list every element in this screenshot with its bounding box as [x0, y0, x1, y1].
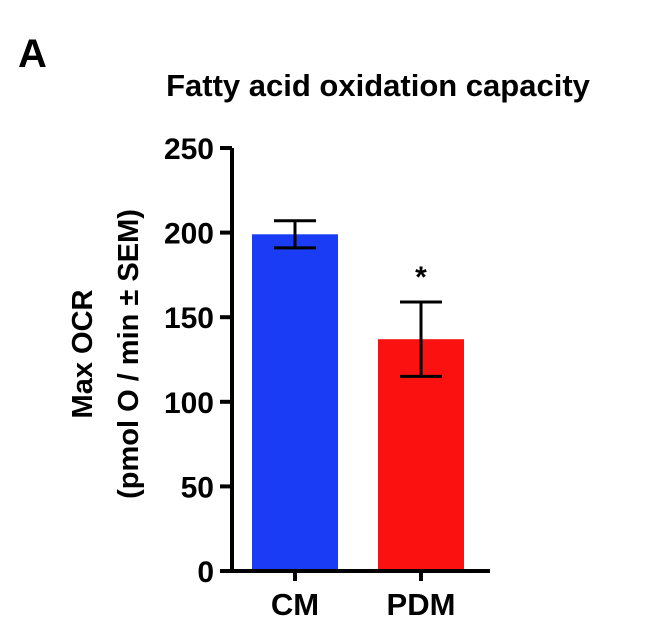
- y-tick-label: 0: [197, 556, 214, 589]
- y-tick-label: 200: [164, 218, 214, 251]
- y-tick-label: 150: [164, 302, 214, 335]
- chart-title: Fatty acid oxidation capacity: [166, 68, 591, 103]
- y-tick-label: 50: [181, 471, 214, 504]
- bar-cm: [252, 234, 338, 572]
- y-axis-label-line1: Max OCR: [67, 289, 99, 418]
- x-tick-label: CM: [271, 587, 319, 622]
- bars: *: [252, 219, 464, 572]
- y-tick-label: 100: [164, 387, 214, 420]
- x-tick-label: PDM: [387, 587, 456, 622]
- y-axis-label: Max OCR (pmol O / min ± SEM): [67, 209, 145, 499]
- panel-label: A: [18, 32, 47, 76]
- y-axis-label-line2: (pmol O / min ± SEM): [113, 209, 145, 499]
- x-axis: CM PDM: [230, 569, 490, 622]
- significance-marker: *: [415, 261, 427, 294]
- y-tick-label: 250: [164, 133, 214, 166]
- y-axis: 0 50 100 150 200 250: [164, 133, 234, 589]
